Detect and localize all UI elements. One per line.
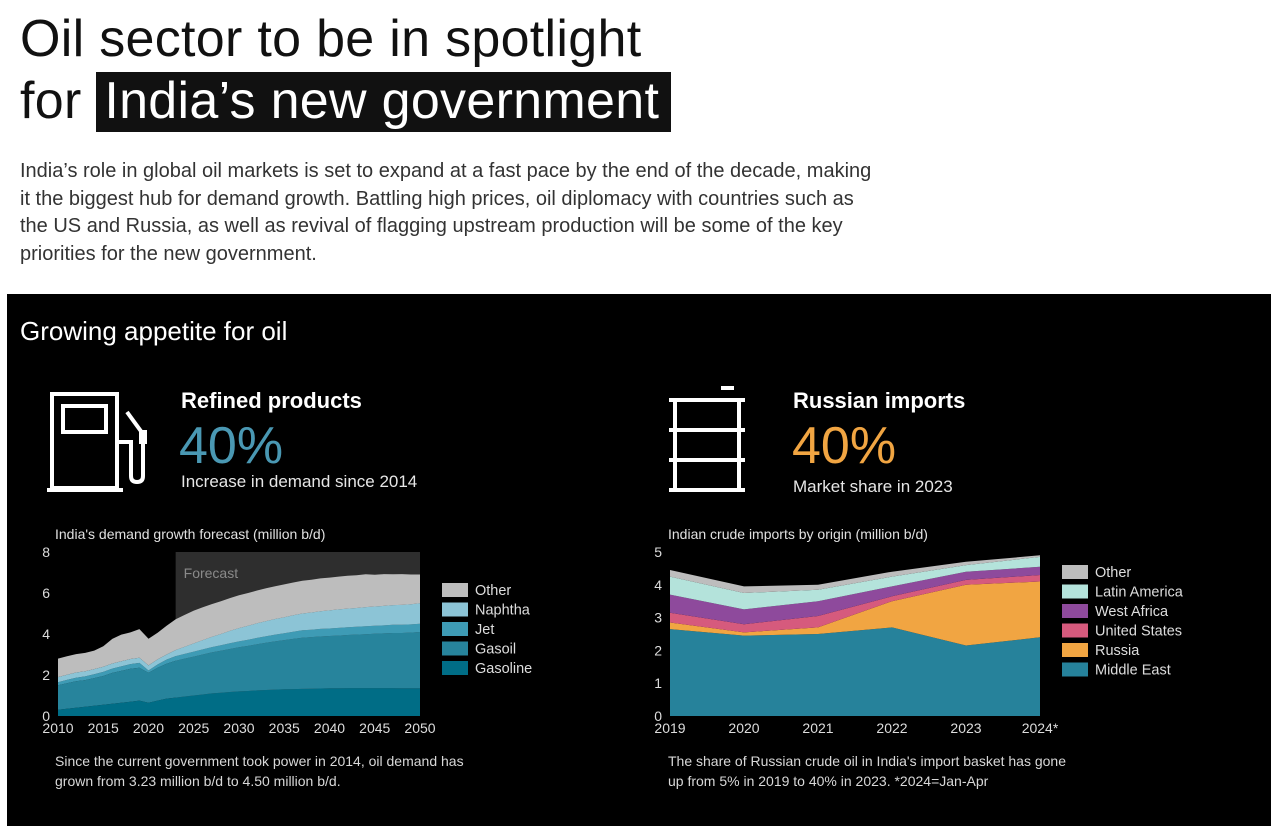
y-tick-label: 4 bbox=[654, 577, 662, 593]
forecast-label: Forecast bbox=[184, 565, 239, 581]
panel-title: Growing appetite for oil bbox=[20, 316, 288, 346]
x-tick-label: 2025 bbox=[178, 720, 209, 736]
y-tick-label: 6 bbox=[42, 585, 50, 601]
y-tick-label: 2 bbox=[654, 642, 662, 658]
left-kpi-value: 40% bbox=[179, 417, 284, 475]
x-tick-label: 2045 bbox=[359, 720, 390, 736]
imports-chart-title: Indian crude imports by origin (million … bbox=[668, 526, 928, 542]
title-highlight: India’s new government bbox=[96, 72, 672, 132]
legend-label: Russia bbox=[1095, 643, 1140, 659]
demand-note: Since the current government took power … bbox=[55, 753, 464, 789]
intro-paragraph: India’s role in global oil markets is se… bbox=[20, 160, 872, 265]
legend-label: United States bbox=[1095, 624, 1182, 640]
demand-forecast-chart: Forecast 0 2 4 6 8 2010 2015 2020 2025 2030 2035 204… bbox=[42, 544, 532, 736]
right-kpi-label: Russian imports bbox=[793, 388, 966, 413]
legend-label: Middle East bbox=[1095, 663, 1171, 679]
y-tick-label: 5 bbox=[654, 544, 662, 560]
left-kpi-subtitle: Increase in demand since 2014 bbox=[181, 472, 418, 491]
y-tick-label: 0 bbox=[654, 708, 662, 724]
area-russia bbox=[670, 581, 1040, 646]
area-latin-america bbox=[670, 556, 1040, 610]
legend-swatch bbox=[442, 583, 468, 597]
x-tick-label: 2020 bbox=[133, 720, 164, 736]
x-tick-label: 2015 bbox=[88, 720, 119, 736]
y-tick-label: 3 bbox=[654, 610, 662, 626]
legend-swatch bbox=[442, 622, 468, 636]
x-tick-label: 2020 bbox=[728, 720, 759, 736]
x-tick-label: 2050 bbox=[404, 720, 435, 736]
y-tick-label: 4 bbox=[42, 626, 50, 642]
area-united-states bbox=[670, 575, 1040, 633]
legend-swatch bbox=[442, 641, 468, 656]
y-tick-label: 8 bbox=[42, 544, 50, 560]
area-west-africa bbox=[670, 566, 1040, 625]
dark-panel: Growing appetite for oil Refined product… bbox=[7, 294, 1271, 826]
legend-label: Jet bbox=[475, 622, 494, 638]
legend-label: Latin America bbox=[1095, 585, 1184, 601]
x-tick-label: 2040 bbox=[314, 720, 345, 736]
demand-chart-title: India's demand growth forecast (million … bbox=[55, 526, 326, 542]
x-tick-label: 2030 bbox=[223, 720, 254, 736]
title-line-1: Oil sector to be in spotlight bbox=[20, 10, 642, 68]
title-prefix: for bbox=[20, 72, 82, 130]
area-other bbox=[58, 574, 420, 678]
x-tick-label: 2019 bbox=[654, 720, 685, 736]
page-title: Oil sector to be in spotlight for India’… bbox=[20, 8, 672, 132]
area-other bbox=[670, 555, 1040, 593]
y-tick-label: 0 bbox=[42, 708, 50, 724]
area-naphtha bbox=[58, 603, 420, 683]
legend-label: Other bbox=[475, 583, 511, 599]
fuel-pump-icon bbox=[47, 392, 147, 492]
x-tick-label: 2024* bbox=[1022, 720, 1059, 736]
legend-swatch bbox=[1062, 623, 1088, 638]
oil-barrel-icon bbox=[669, 386, 745, 492]
area-gasoline bbox=[58, 688, 420, 716]
right-kpi-subtitle: Market share in 2023 bbox=[793, 477, 953, 496]
legend-label: Gasoil bbox=[475, 642, 516, 658]
legend-label: West Africa bbox=[1095, 604, 1169, 620]
area-middle-east bbox=[670, 627, 1040, 716]
legend-label: Naphtha bbox=[475, 603, 531, 619]
x-tick-label: 2010 bbox=[42, 720, 73, 736]
imports-note: The share of Russian crude oil in India'… bbox=[668, 753, 1067, 789]
area-gasoil bbox=[58, 632, 420, 710]
legend-swatch bbox=[442, 661, 468, 675]
x-tick-label: 2021 bbox=[802, 720, 833, 736]
y-tick-label: 1 bbox=[654, 675, 662, 691]
crude-imports-chart: 0 1 2 3 4 5 2019 2020 2021 2022 2023 2024* Other Lati… bbox=[654, 544, 1184, 736]
legend-swatch bbox=[1062, 565, 1088, 579]
legend-label: Gasoline bbox=[475, 661, 532, 677]
x-tick-label: 2035 bbox=[269, 720, 300, 736]
legend-swatch bbox=[1062, 662, 1088, 677]
left-kpi-label: Refined products bbox=[181, 388, 362, 413]
title-line-2: for India’s new government bbox=[20, 70, 672, 132]
y-tick-label: 2 bbox=[42, 667, 50, 683]
legend-swatch bbox=[1062, 643, 1088, 657]
legend-label: Other bbox=[1095, 565, 1131, 581]
legend-swatch bbox=[1062, 584, 1088, 599]
right-kpi-value: 40% bbox=[792, 417, 897, 475]
legend-swatch bbox=[442, 602, 468, 617]
x-tick-label: 2023 bbox=[950, 720, 981, 736]
area-jet bbox=[58, 623, 420, 686]
x-tick-label: 2022 bbox=[876, 720, 907, 736]
legend-swatch bbox=[1062, 604, 1088, 618]
